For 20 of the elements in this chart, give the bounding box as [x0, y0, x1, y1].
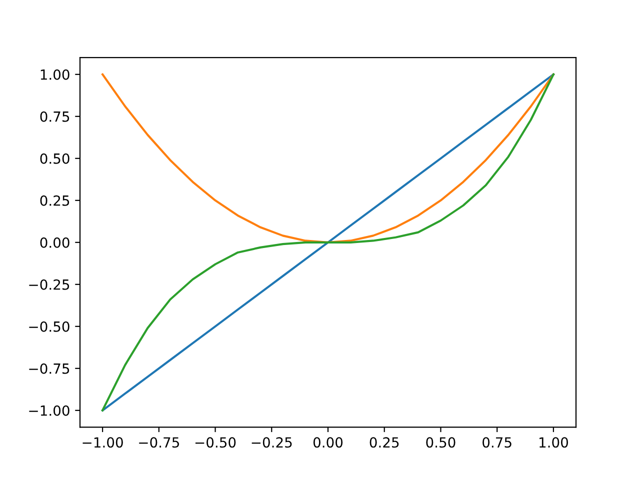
y-tick-label: 0.25	[40, 195, 70, 206]
x-tick-label: 0.50	[426, 437, 456, 448]
y-tick-label: 0.75	[40, 111, 70, 122]
x-tick-label: −0.50	[195, 437, 236, 448]
y-tick-label: 0.50	[40, 153, 70, 164]
x-tick-label: 1.00	[540, 437, 568, 448]
y-tick-label: −1.00	[29, 405, 70, 416]
x-tick-label: −0.25	[252, 437, 292, 448]
y-tick-label: −0.75	[29, 363, 70, 374]
x-tick-label: 0.25	[370, 437, 399, 448]
y-tick-label: 0.00	[40, 237, 70, 248]
y-tick-label: −0.25	[29, 279, 70, 290]
x-tick-label: −1.00	[82, 437, 123, 448]
line-series	[102, 73, 554, 412]
y-tick-label: −0.50	[29, 321, 70, 332]
line-series	[102, 73, 554, 244]
x-tick-label: 0.00	[313, 437, 343, 448]
y-tick-label: 1.00	[40, 69, 70, 80]
x-tick-label: 0.75	[482, 437, 512, 448]
x-tick-label: −0.75	[139, 437, 179, 448]
